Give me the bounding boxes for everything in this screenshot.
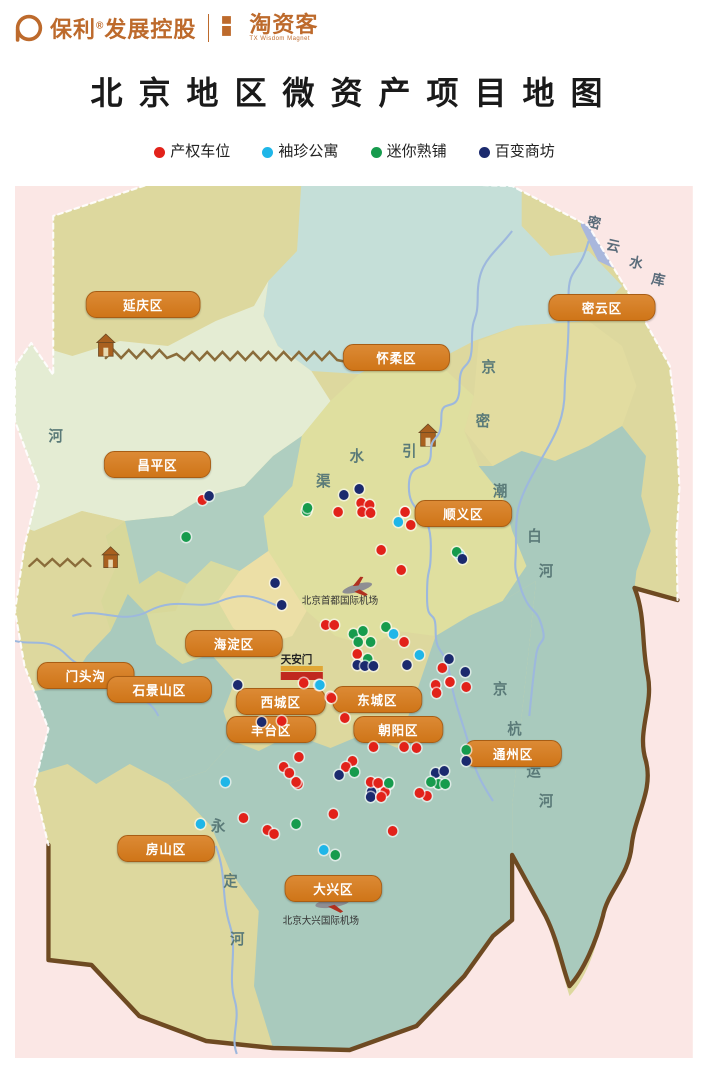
svg-text:白: 白 bbox=[527, 527, 541, 545]
svg-text:天安门: 天安门 bbox=[281, 653, 313, 666]
svg-text:北京大兴国际机场: 北京大兴国际机场 bbox=[283, 914, 360, 927]
svg-text:京: 京 bbox=[493, 680, 508, 698]
svg-text:渠: 渠 bbox=[316, 472, 331, 490]
svg-text:杭: 杭 bbox=[507, 720, 522, 738]
svg-text:密: 密 bbox=[476, 412, 491, 430]
svg-text:河: 河 bbox=[48, 427, 63, 445]
svg-text:北京首都国际机场: 北京首都国际机场 bbox=[302, 594, 379, 607]
svg-text:定: 定 bbox=[223, 872, 238, 890]
svg-text:河: 河 bbox=[230, 930, 245, 948]
svg-text:引: 引 bbox=[402, 443, 416, 460]
svg-text:京: 京 bbox=[482, 358, 497, 376]
svg-text:潮: 潮 bbox=[493, 482, 507, 500]
svg-text:水: 水 bbox=[350, 447, 365, 465]
svg-text:河: 河 bbox=[539, 792, 554, 810]
svg-text:永: 永 bbox=[210, 817, 226, 835]
svg-text:河: 河 bbox=[539, 562, 554, 580]
